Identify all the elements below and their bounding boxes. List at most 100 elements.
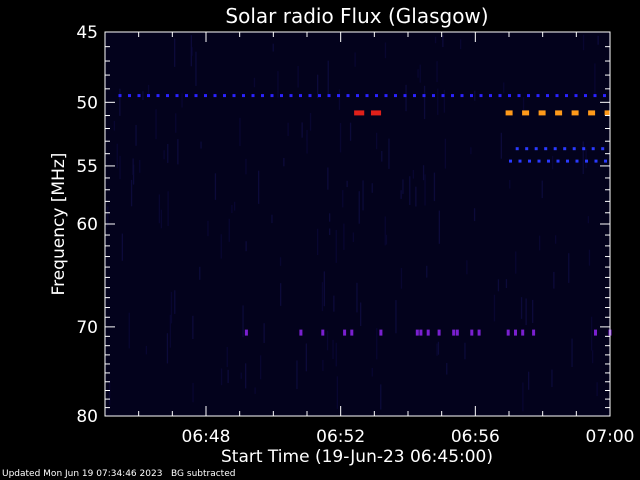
emission-dash: [547, 159, 550, 163]
emission-dash: [232, 94, 236, 98]
emission-dash: [204, 94, 207, 98]
noise-streak: [466, 260, 468, 275]
noise-streak: [260, 355, 262, 380]
noise-streak: [493, 294, 496, 322]
noise-streak: [190, 35, 192, 67]
emission-dash: [280, 94, 283, 98]
noise-streak: [155, 109, 157, 140]
emission-dash: [489, 94, 492, 98]
emission-blip: [426, 329, 430, 336]
noise-streak: [329, 228, 331, 235]
noise-streak: [509, 179, 511, 189]
emission-dash: [591, 147, 595, 151]
noise-streak: [226, 347, 228, 368]
noise-streak: [497, 279, 500, 292]
noise-streak: [263, 323, 265, 343]
emission-dash: [166, 94, 169, 98]
noise-streak: [371, 367, 373, 377]
emission-dash: [572, 147, 576, 151]
emission-dash: [518, 159, 522, 163]
noise-streak: [422, 165, 425, 181]
noise-streak: [177, 139, 179, 165]
y-tick-label: 70: [76, 318, 98, 338]
emission-dash: [289, 94, 293, 98]
emission-dash: [251, 94, 255, 98]
emission-dash: [517, 94, 521, 98]
emission-dash: [527, 94, 530, 98]
noise-streak: [568, 253, 570, 283]
noise-streak: [437, 341, 440, 355]
emission-blip: [594, 329, 597, 336]
noise-streak: [335, 229, 337, 263]
emission-blip: [452, 329, 456, 336]
emission-blip: [532, 329, 536, 336]
x-axis-ticks: 06:48 06:52 06:56 07:00: [138, 32, 635, 447]
noise-streak: [376, 328, 378, 360]
noise-streak: [415, 186, 417, 207]
noise-streak: [322, 359, 324, 371]
emission-dash: [604, 159, 607, 163]
noise-streak: [231, 205, 233, 213]
noise-streak: [503, 82, 505, 94]
emission-dash: [498, 94, 502, 98]
emission-dash: [536, 94, 540, 98]
emission-blip: [299, 329, 303, 336]
noise-streak: [192, 382, 194, 403]
noise-streak: [384, 216, 386, 246]
noise-streak: [240, 372, 242, 379]
emission-dash: [261, 94, 264, 98]
noise-streak: [271, 214, 273, 224]
chart-title: Solar radio Flux (Glasgow): [225, 4, 488, 28]
noise-streak: [128, 312, 130, 349]
noise-streak: [360, 302, 362, 326]
noise-streak: [228, 218, 230, 242]
noise-streak: [470, 147, 472, 155]
noise-streak: [358, 191, 360, 224]
noise-streak: [147, 84, 150, 96]
noise-streak: [181, 93, 183, 108]
noise-streak: [552, 155, 554, 170]
emission-dash: [538, 110, 546, 116]
noise-streak: [174, 290, 176, 314]
noise-streak: [395, 300, 397, 334]
noise-streak: [174, 38, 176, 67]
emission-dash: [223, 94, 226, 98]
noise-streak: [335, 342, 337, 367]
emission-dash: [346, 94, 350, 98]
noise-streak: [582, 34, 585, 51]
emission-blip: [521, 329, 525, 336]
plot-area: [105, 32, 610, 416]
emission-dash: [128, 94, 131, 98]
emission-dash: [470, 94, 473, 98]
emission-dash: [525, 147, 529, 151]
noise-streak: [388, 138, 390, 169]
noise-streak: [381, 151, 383, 162]
emission-dash: [582, 147, 586, 151]
noise-streak: [551, 369, 553, 388]
noise-streak: [352, 232, 354, 242]
noise-streak: [200, 141, 202, 149]
noise-streak: [405, 84, 407, 112]
noise-streak: [419, 64, 421, 83]
emission-dash: [375, 94, 378, 98]
noise-streak: [423, 85, 426, 120]
emission-blip: [437, 329, 441, 336]
emission-segment: [354, 110, 365, 116]
noise-streak: [539, 235, 541, 251]
noise-streak: [239, 117, 241, 147]
emission-dash: [585, 159, 588, 163]
noise-streak: [585, 149, 587, 169]
y-tick-label: 60: [76, 215, 98, 235]
noise-streak: [107, 206, 109, 227]
emission-blip: [415, 329, 419, 336]
noise-streak: [500, 132, 502, 159]
noise-streak: [323, 271, 325, 307]
emission-blip: [379, 329, 383, 336]
emission-dash: [584, 94, 587, 98]
emission-dash: [242, 94, 245, 98]
noise-streak: [596, 382, 598, 397]
noise-streak: [108, 380, 111, 406]
noise-streak: [522, 97, 525, 114]
noise-streak: [191, 47, 193, 56]
